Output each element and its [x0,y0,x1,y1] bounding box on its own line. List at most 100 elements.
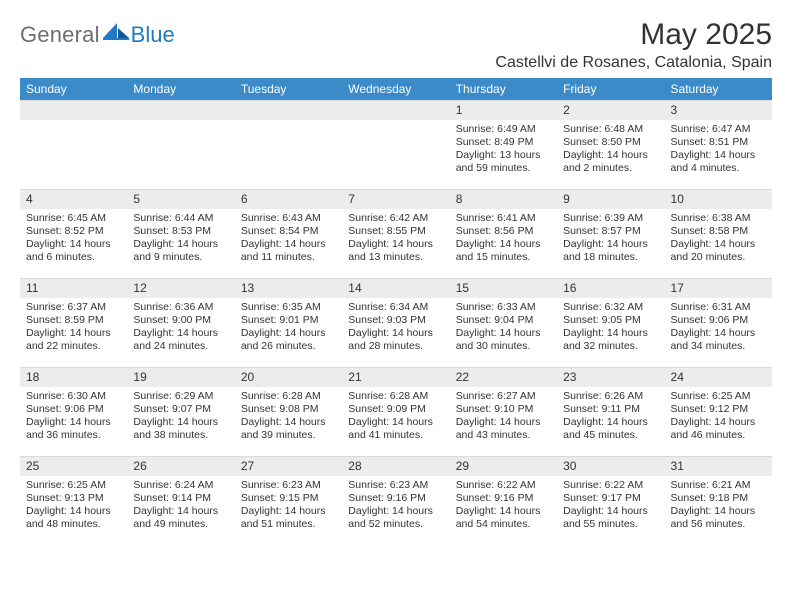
daylight-line: Daylight: 14 hours and 20 minutes. [671,238,766,264]
day-body: Sunrise: 6:36 AMSunset: 9:00 PMDaylight:… [127,298,234,358]
daylight-line: Daylight: 14 hours and 49 minutes. [133,505,228,531]
day-cell: 3Sunrise: 6:47 AMSunset: 8:51 PMDaylight… [665,101,772,189]
sunrise-line: Sunrise: 6:25 AM [671,390,766,403]
sunrise-line: Sunrise: 6:33 AM [456,301,551,314]
sunrise-line: Sunrise: 6:22 AM [456,479,551,492]
day-number: 13 [235,279,342,298]
day-number: 7 [342,190,449,209]
sunrise-line: Sunrise: 6:21 AM [671,479,766,492]
day-cell [342,101,449,189]
day-body: Sunrise: 6:43 AMSunset: 8:54 PMDaylight:… [235,209,342,269]
day-number [127,101,234,120]
day-body: Sunrise: 6:42 AMSunset: 8:55 PMDaylight:… [342,209,449,269]
sunrise-line: Sunrise: 6:35 AM [241,301,336,314]
day-number: 5 [127,190,234,209]
day-cell: 1Sunrise: 6:49 AMSunset: 8:49 PMDaylight… [450,101,557,189]
day-body: Sunrise: 6:26 AMSunset: 9:11 PMDaylight:… [557,387,664,447]
daylight-line: Daylight: 14 hours and 51 minutes. [241,505,336,531]
day-cell: 25Sunrise: 6:25 AMSunset: 9:13 PMDayligh… [20,457,127,545]
day-cell: 12Sunrise: 6:36 AMSunset: 9:00 PMDayligh… [127,279,234,367]
day-body: Sunrise: 6:28 AMSunset: 9:09 PMDaylight:… [342,387,449,447]
sunset-line: Sunset: 8:50 PM [563,136,658,149]
weekday-header: Monday [127,78,234,100]
daylight-line: Daylight: 14 hours and 18 minutes. [563,238,658,264]
sunset-line: Sunset: 8:53 PM [133,225,228,238]
day-cell: 14Sunrise: 6:34 AMSunset: 9:03 PMDayligh… [342,279,449,367]
day-body: Sunrise: 6:38 AMSunset: 8:58 PMDaylight:… [665,209,772,269]
day-number: 14 [342,279,449,298]
daylight-line: Daylight: 14 hours and 11 minutes. [241,238,336,264]
day-body: Sunrise: 6:22 AMSunset: 9:17 PMDaylight:… [557,476,664,536]
day-body: Sunrise: 6:23 AMSunset: 9:15 PMDaylight:… [235,476,342,536]
day-cell: 23Sunrise: 6:26 AMSunset: 9:11 PMDayligh… [557,368,664,456]
day-cell: 4Sunrise: 6:45 AMSunset: 8:52 PMDaylight… [20,190,127,278]
day-body: Sunrise: 6:24 AMSunset: 9:14 PMDaylight:… [127,476,234,536]
day-cell: 2Sunrise: 6:48 AMSunset: 8:50 PMDaylight… [557,101,664,189]
sunrise-line: Sunrise: 6:31 AM [671,301,766,314]
weekday-header: Saturday [665,78,772,100]
day-cell: 8Sunrise: 6:41 AMSunset: 8:56 PMDaylight… [450,190,557,278]
sunset-line: Sunset: 8:57 PM [563,225,658,238]
weekday-header: Thursday [450,78,557,100]
day-number: 28 [342,457,449,476]
day-cell: 26Sunrise: 6:24 AMSunset: 9:14 PMDayligh… [127,457,234,545]
day-number: 17 [665,279,772,298]
sunset-line: Sunset: 8:59 PM [26,314,121,327]
sunset-line: Sunset: 9:07 PM [133,403,228,416]
sunset-line: Sunset: 8:51 PM [671,136,766,149]
sunset-line: Sunset: 9:06 PM [26,403,121,416]
daylight-line: Daylight: 14 hours and 48 minutes. [26,505,121,531]
weekday-header: Tuesday [235,78,342,100]
day-number: 16 [557,279,664,298]
day-cell: 9Sunrise: 6:39 AMSunset: 8:57 PMDaylight… [557,190,664,278]
day-number: 27 [235,457,342,476]
week-row: 25Sunrise: 6:25 AMSunset: 9:13 PMDayligh… [20,456,772,545]
sunrise-line: Sunrise: 6:44 AM [133,212,228,225]
sunrise-line: Sunrise: 6:32 AM [563,301,658,314]
sunset-line: Sunset: 9:05 PM [563,314,658,327]
day-number: 29 [450,457,557,476]
daylight-line: Daylight: 14 hours and 28 minutes. [348,327,443,353]
day-cell: 11Sunrise: 6:37 AMSunset: 8:59 PMDayligh… [20,279,127,367]
sunset-line: Sunset: 8:58 PM [671,225,766,238]
day-body: Sunrise: 6:21 AMSunset: 9:18 PMDaylight:… [665,476,772,536]
weeks-container: 1Sunrise: 6:49 AMSunset: 8:49 PMDaylight… [20,100,772,545]
sunset-line: Sunset: 9:13 PM [26,492,121,505]
day-number [20,101,127,120]
day-cell: 27Sunrise: 6:23 AMSunset: 9:15 PMDayligh… [235,457,342,545]
day-body: Sunrise: 6:31 AMSunset: 9:06 PMDaylight:… [665,298,772,358]
day-body: Sunrise: 6:39 AMSunset: 8:57 PMDaylight:… [557,209,664,269]
sunset-line: Sunset: 8:54 PM [241,225,336,238]
day-number: 25 [20,457,127,476]
day-number: 3 [665,101,772,120]
sunset-line: Sunset: 9:00 PM [133,314,228,327]
daylight-line: Daylight: 14 hours and 41 minutes. [348,416,443,442]
calendar-grid: SundayMondayTuesdayWednesdayThursdayFrid… [20,78,772,545]
sunset-line: Sunset: 8:52 PM [26,225,121,238]
daylight-line: Daylight: 14 hours and 9 minutes. [133,238,228,264]
daylight-line: Daylight: 14 hours and 15 minutes. [456,238,551,264]
daylight-line: Daylight: 14 hours and 55 minutes. [563,505,658,531]
day-body: Sunrise: 6:35 AMSunset: 9:01 PMDaylight:… [235,298,342,358]
day-number: 1 [450,101,557,120]
day-cell: 7Sunrise: 6:42 AMSunset: 8:55 PMDaylight… [342,190,449,278]
day-cell: 30Sunrise: 6:22 AMSunset: 9:17 PMDayligh… [557,457,664,545]
weekday-header: Wednesday [342,78,449,100]
sunrise-line: Sunrise: 6:26 AM [563,390,658,403]
sunrise-line: Sunrise: 6:48 AM [563,123,658,136]
sunrise-line: Sunrise: 6:36 AM [133,301,228,314]
sunset-line: Sunset: 9:08 PM [241,403,336,416]
daylight-line: Daylight: 14 hours and 26 minutes. [241,327,336,353]
sunset-line: Sunset: 8:49 PM [456,136,551,149]
brand-sail-icon [103,23,129,41]
day-cell: 10Sunrise: 6:38 AMSunset: 8:58 PMDayligh… [665,190,772,278]
day-body: Sunrise: 6:45 AMSunset: 8:52 PMDaylight:… [20,209,127,269]
day-cell: 5 Sunrise: 6:44 AMSunset: 8:53 PMDaylight… [127,190,234,278]
sunset-line: Sunset: 9:09 PM [348,403,443,416]
sunrise-line: Sunrise: 6:45 AM [26,212,121,225]
daylight-line: Daylight: 14 hours and 22 minutes. [26,327,121,353]
sunrise-line: Sunrise: 6:43 AM [241,212,336,225]
day-number: 2 [557,101,664,120]
day-number: 26 [127,457,234,476]
daylight-line: Daylight: 14 hours and 6 minutes. [26,238,121,264]
